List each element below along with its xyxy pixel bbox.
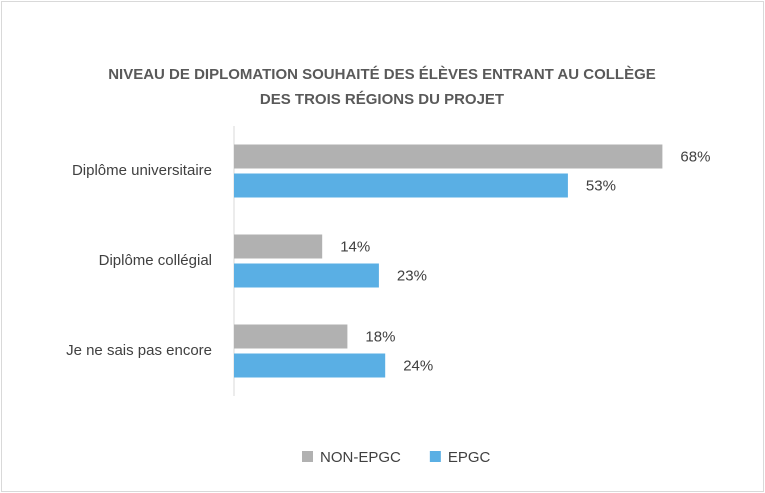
value-label: 68% (680, 148, 710, 165)
category-label: Je ne sais pas encore (66, 342, 212, 359)
bar (234, 324, 348, 349)
bar (234, 234, 323, 259)
bar (234, 144, 663, 169)
value-label: 18% (365, 328, 395, 345)
chart-title: NIVEAU DE DIPLOMATION SOUHAITÉ DES ÉLÈVE… (108, 66, 656, 108)
legend-swatch (429, 451, 441, 462)
legend-label: EPGC (448, 449, 491, 466)
bar (234, 263, 379, 288)
bar (234, 353, 386, 378)
value-label: 23% (397, 267, 427, 284)
bar (234, 173, 568, 198)
category-label: Diplôme universitaire (72, 162, 212, 179)
category-label: Diplôme collégial (99, 252, 212, 269)
value-label: 24% (403, 357, 433, 374)
legend-label: NON-EPGC (320, 449, 401, 466)
value-label: 14% (340, 238, 370, 255)
legend-swatch (302, 451, 313, 462)
value-label: 53% (586, 177, 616, 194)
